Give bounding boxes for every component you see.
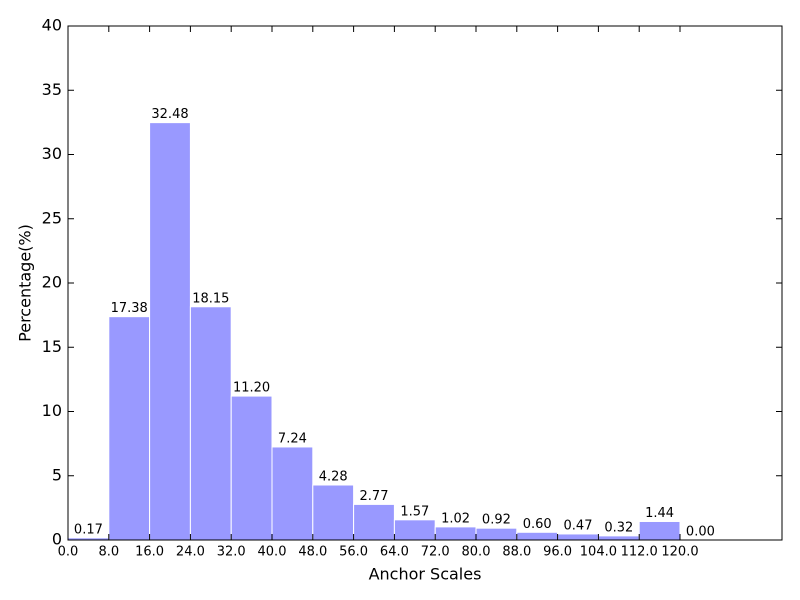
bar	[230, 395, 273, 541]
bar	[312, 484, 355, 541]
data-label: 1.02	[441, 511, 470, 526]
bar	[557, 533, 599, 541]
x-tick-label: 32.0	[217, 545, 246, 560]
x-tick-label: 16.0	[135, 545, 164, 560]
x-tick-label: 0.0	[58, 545, 79, 560]
data-label: 0.92	[482, 513, 511, 528]
bar	[353, 503, 395, 541]
x-tick-label: 64.0	[380, 545, 409, 560]
data-label: 7.24	[278, 431, 307, 446]
data-label: 4.28	[319, 470, 348, 485]
y-tick-label: 40	[42, 16, 62, 35]
x-tick-label: 72.0	[421, 545, 450, 560]
bar	[597, 535, 640, 541]
y-tick-label: 20	[42, 273, 62, 292]
bar	[638, 520, 681, 541]
data-label: 0.47	[564, 518, 593, 533]
x-tick-label: 24.0	[176, 545, 205, 560]
y-tick-label: 5	[52, 465, 62, 484]
data-label: 17.38	[111, 301, 148, 316]
data-label: 18.15	[192, 291, 229, 306]
data-label: 32.48	[151, 107, 188, 122]
x-tick-label: 56.0	[339, 545, 368, 560]
data-label: 0.32	[604, 520, 633, 535]
data-label: 11.20	[233, 381, 270, 396]
x-tick-label: 104.0	[580, 545, 617, 560]
data-label: 0.00	[686, 525, 715, 540]
x-tick-label: 120.0	[661, 545, 698, 560]
data-label: 0.60	[523, 517, 552, 532]
bar	[189, 306, 232, 541]
x-tick-label: 48.0	[298, 545, 327, 560]
bar	[434, 526, 477, 541]
y-tick-label: 35	[42, 80, 62, 99]
y-tick-label: 10	[42, 401, 62, 420]
data-label: 0.17	[74, 522, 103, 537]
y-tick-label: 0	[52, 530, 62, 549]
x-tick-label: 40.0	[258, 545, 287, 560]
bar	[108, 316, 151, 541]
x-tick-label: 96.0	[543, 545, 572, 560]
data-label: 2.77	[360, 489, 389, 504]
y-tick-label: 25	[42, 208, 62, 227]
x-tick-label: 80.0	[462, 545, 491, 560]
bar	[271, 446, 314, 541]
x-axis-label: Anchor Scales	[369, 565, 482, 584]
data-label: 1.44	[645, 506, 674, 521]
y-tick-label: 30	[42, 144, 62, 163]
bar	[516, 531, 559, 541]
data-label: 1.57	[400, 504, 429, 519]
x-tick-label: 8.0	[98, 545, 119, 560]
bar	[393, 519, 436, 541]
x-tick-label: 112.0	[621, 545, 658, 560]
bar	[149, 122, 191, 541]
y-axis-label: Percentage(%)	[16, 224, 35, 342]
bar	[475, 527, 518, 541]
y-tick-label: 15	[42, 337, 62, 356]
x-tick-label: 88.0	[502, 545, 531, 560]
